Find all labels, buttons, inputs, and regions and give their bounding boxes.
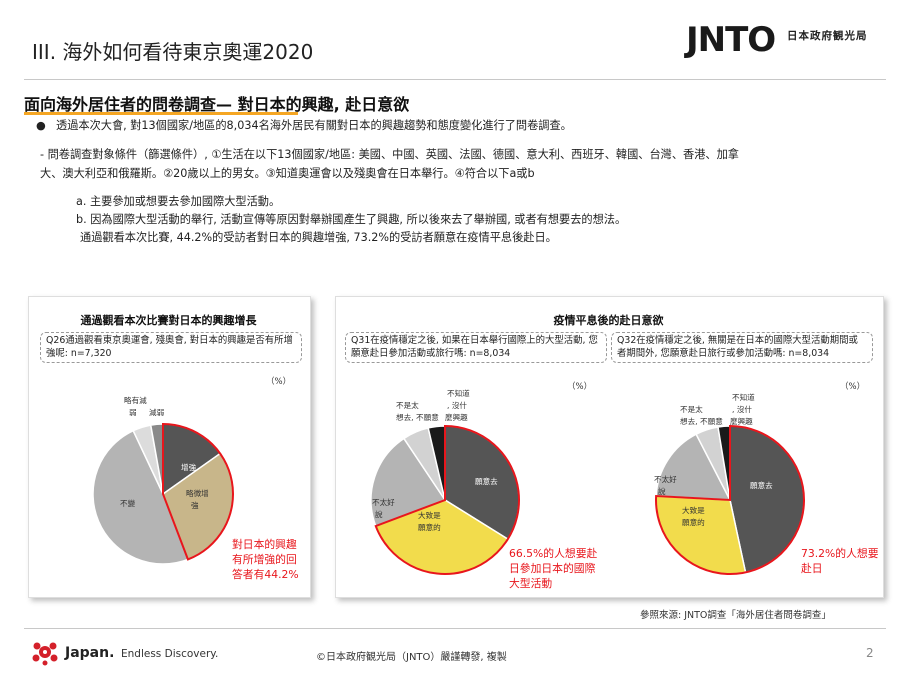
chart2-highlight-outline xyxy=(374,424,520,575)
chart1-label-unchanged: 不變 xyxy=(120,498,136,508)
section-title: 面向海外居住者的問卷調查— 對日本的興趣, 赴日意欲 xyxy=(24,95,410,114)
summary-text: 通過觀看本次比賽, 44.2%的受訪者對日本的興趣增強, 73.2%的受訪者願意… xyxy=(80,231,557,244)
chart2-label-dont-know-3: 麼興趣 xyxy=(445,412,468,422)
chart2-label-unwilling-1: 不是太 xyxy=(396,400,419,410)
chart3-label-unsure-2: 說 xyxy=(658,486,666,496)
chart2-slice-2 xyxy=(370,437,447,528)
condition-line-2: 大、澳大利亞和俄羅斯。②20歲以上的男女。③知道奧運會以及殘奧會在日本舉行。④符… xyxy=(40,167,535,180)
chart2-note: 66.5%的人想要赴日參加日本的國際大型活動 xyxy=(509,547,598,590)
bullet-text: 透過本次大會, 對13個國家/地區的8,034名海外居民有關對日本的興趣趨勢和態… xyxy=(56,119,572,132)
chart3-label-unwilling-2: 想去, 不願意 xyxy=(680,416,723,426)
footer-tagline: Endless Discovery. xyxy=(121,648,219,660)
chart3-label-mostly-willing-2: 願意的 xyxy=(682,517,705,527)
bullet-mark: ● xyxy=(36,119,46,132)
chart3-label-unsure-1: 不太好 xyxy=(654,474,677,484)
chart2-question: Q31在疫情穩定之後, 如果在日本舉行國際上的大型活動, 您願意赴日參加活動或旅… xyxy=(345,332,607,363)
chart3-slice-2 xyxy=(655,433,732,501)
chart2-label-mostly-willing-1: 大致是 xyxy=(418,510,441,520)
chart1-label-slight-increase-2: 強 xyxy=(191,500,199,510)
chart2-label-willing: 願意去 xyxy=(475,476,498,486)
chart1-label-increase: 增強 xyxy=(181,462,197,472)
chart2-label-unsure-1: 不太好 xyxy=(372,497,395,507)
chart1-highlight-outline xyxy=(162,422,234,561)
chart3-label-unwilling-1: 不是太 xyxy=(680,404,703,414)
condition-line-1: - 問卷調查對象條件（篩選條件）, ①生活在以下13個國家/地區: 美國、中國、… xyxy=(40,148,739,161)
chart3-pie: 願意去 大致是 願意的 不太好 說 不是太 想去, 不願意 不知道 , 沒什 麼… xyxy=(654,392,805,575)
chart1-question: Q26通過觀看東京奧運會, 殘奧會, 對日本的興趣是否有所增強呢: n=7,32… xyxy=(40,332,302,363)
chart1-slice-2 xyxy=(92,429,189,565)
chart1-pie: 增強 略微增 強 不變 略有減 弱 減弱 xyxy=(92,395,234,565)
chart2-pie: 願意去 大致是 願意的 不太好 說 不是太 想去, 不願意 不知道 , 沒什 麼… xyxy=(370,388,520,575)
chart3-unit: （%） xyxy=(840,382,866,392)
chart2-label-mostly-willing-2: 願意的 xyxy=(418,522,441,532)
page-title: III. 海外如何看待東京奧運2020 xyxy=(32,40,314,64)
chart2-label-dont-know-1: 不知道 xyxy=(447,388,470,398)
footer-divider xyxy=(24,628,886,629)
chart1-unit: （%） xyxy=(266,377,292,387)
chart2-label-unwilling-2: 想去, 不願意 xyxy=(396,412,439,422)
chart3-note: 73.2%的人想要赴日 xyxy=(801,547,879,575)
chart1-label-decrease: 減弱 xyxy=(149,407,164,417)
section-title-underline xyxy=(24,112,298,115)
chart1-label-slight-decrease-2: 弱 xyxy=(129,408,137,417)
chart3-label-mostly-willing-1: 大致是 xyxy=(682,505,705,515)
org-name: 日本政府観光局 xyxy=(787,30,868,42)
chart2-unit: （%） xyxy=(567,382,593,392)
condition-item-a: a. 主要參加或想要去參加國際大型活動。 xyxy=(76,195,281,208)
page-number: 2 xyxy=(866,646,874,660)
chart1-label-slight-increase-1: 略微增 xyxy=(186,488,209,498)
footer-brand: Japan. xyxy=(65,645,115,661)
chart3-label-willing: 願意去 xyxy=(750,480,773,490)
chart1-label-slight-decrease-1: 略有減 xyxy=(124,395,147,405)
chart3-label-dont-know-1: 不知道 xyxy=(732,392,755,402)
copyright: ©日本政府観光局（JNTO）嚴謹轉發, 複製 xyxy=(316,652,507,663)
source-note: 參照來源: JNTO調查「海外居住者問卷調查」 xyxy=(640,610,831,621)
header-divider xyxy=(24,79,886,80)
chart3-highlight-outline xyxy=(655,424,805,575)
chart1-note: 對日本的興趣有所增強的回答者有44.2% xyxy=(232,538,299,581)
chart3-label-dont-know-3: 麼興趣 xyxy=(730,416,753,426)
chart1-title: 通過觀看本次比賽對日本的興趣增長 xyxy=(80,314,257,327)
cherry-blossom-logo-icon xyxy=(32,642,58,666)
chart2-label-unsure-2: 說 xyxy=(375,509,383,519)
jnto-logo: JNTO xyxy=(686,20,776,60)
chart3-question: Q32在疫情穩定之後, 無關是在日本的國際大型活動期間或者期間外, 您願意赴日旅… xyxy=(611,332,873,363)
chart2-label-dont-know-2: , 沒什 xyxy=(447,400,467,410)
condition-item-b: b. 因為國際大型活動的舉行, 活動宣傳等原因對舉辦國產生了興趣, 所以後來去了… xyxy=(76,213,627,226)
chart2-title: 疫情平息後的赴日意欲 xyxy=(553,314,664,327)
chart3-label-dont-know-2: , 沒什 xyxy=(732,404,752,414)
